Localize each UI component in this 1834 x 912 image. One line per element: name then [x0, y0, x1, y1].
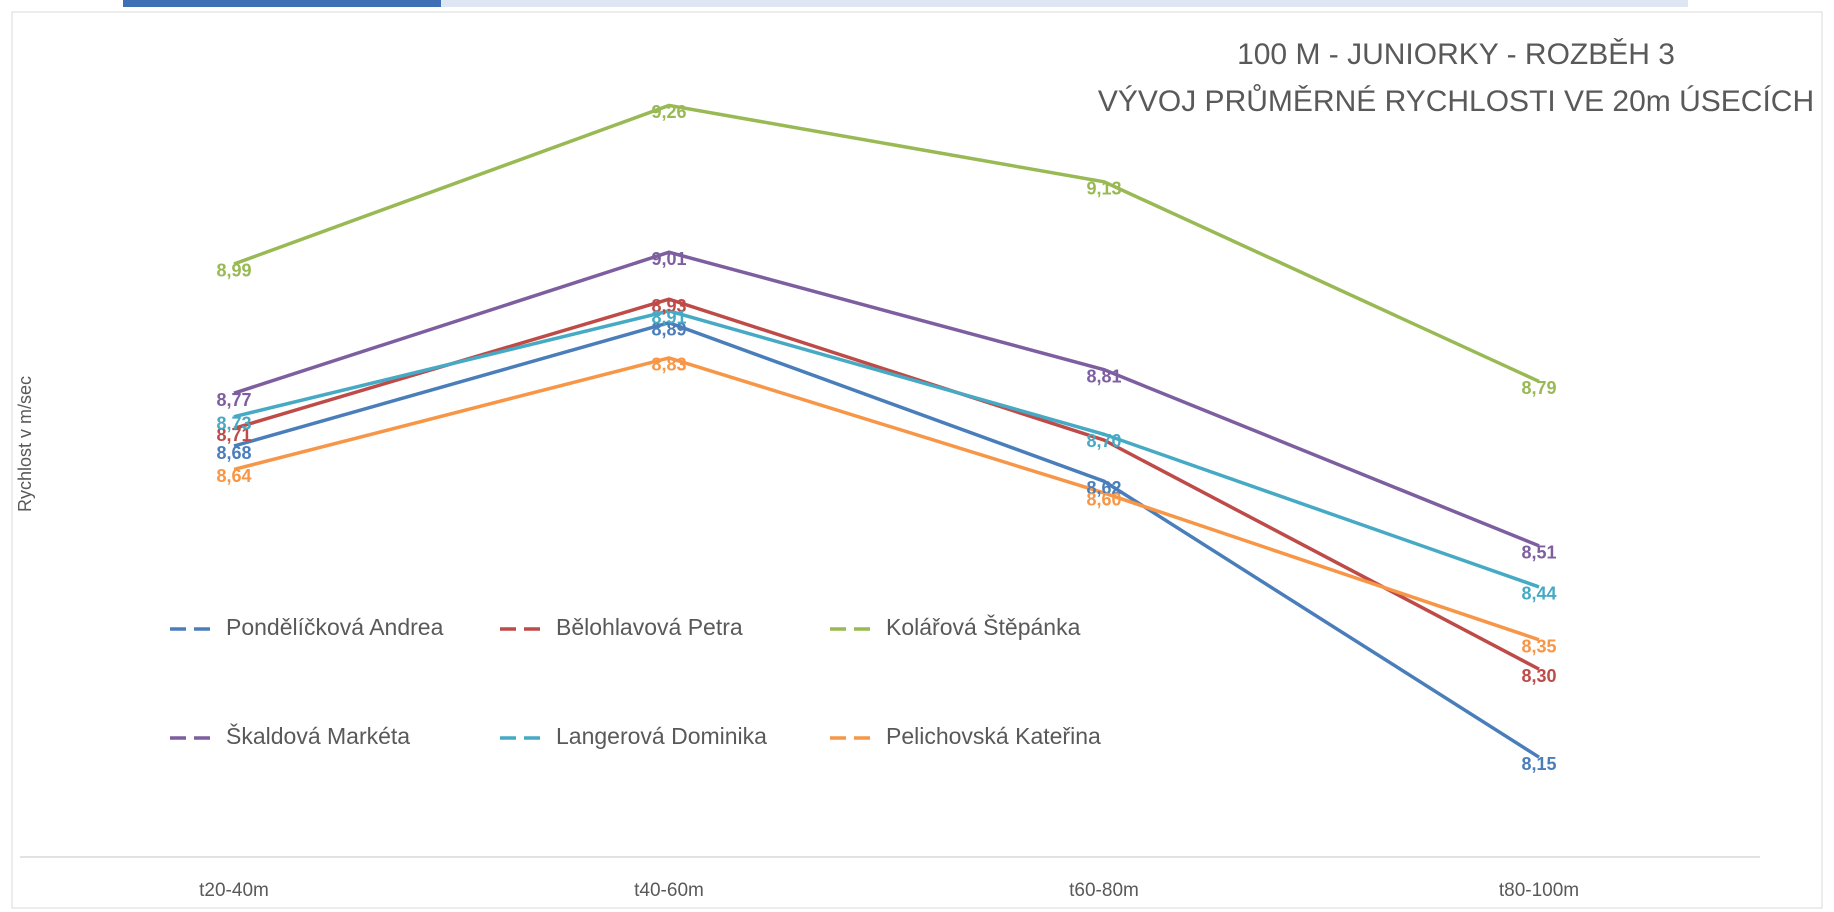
y-axis-label: Rychlost v m/sec — [15, 376, 35, 512]
x-tick-label: t60-80m — [1069, 880, 1139, 901]
data-label: 8,81 — [1086, 366, 1121, 386]
x-tick-label: t80-100m — [1499, 880, 1579, 901]
chart-border — [11, 11, 1823, 909]
data-label: 8,44 — [1521, 584, 1556, 604]
series-line — [233, 320, 1540, 759]
legend-label: Bělohlavová Petra — [556, 614, 743, 640]
data-label: 8,62 — [1086, 478, 1121, 498]
data-label: 8,93 — [651, 296, 686, 316]
data-label: 8,51 — [1521, 543, 1556, 563]
data-label: 8,83 — [651, 355, 686, 375]
data-label: 8,68 — [216, 443, 251, 463]
series-line — [233, 356, 1540, 642]
series-line — [233, 250, 1540, 548]
data-label: 8,60 — [1086, 490, 1121, 510]
cell — [441, 0, 1688, 7]
series-line — [233, 103, 1540, 384]
data-label: 9,26 — [651, 102, 686, 122]
data-label: 8,77 — [216, 390, 251, 410]
data-label: 9,13 — [1086, 179, 1121, 199]
data-label: 8,99 — [216, 261, 251, 281]
cell — [123, 0, 441, 7]
sheet-strip — [123, 0, 1688, 7]
x-tick-label: t40-60m — [634, 880, 704, 901]
chart-title: 100 M - JUNIORKY - ROZBĚH 3 — [1237, 38, 1675, 71]
legend-label: Kolářová Štěpánka — [886, 613, 1081, 640]
legend-label: Škaldová Markéta — [226, 722, 410, 749]
data-label: 8,15 — [1521, 754, 1556, 774]
data-label: 8,91 — [651, 308, 686, 328]
data-label: 8,79 — [1521, 378, 1556, 398]
data-label: 8,64 — [216, 466, 251, 486]
x-tick-label: t20-40m — [199, 880, 269, 901]
data-label: 8,70 — [1086, 431, 1121, 451]
data-label: 8,35 — [1521, 637, 1556, 657]
data-label: 8,73 — [216, 413, 251, 433]
data-label: 9,01 — [651, 249, 686, 269]
series-line — [233, 309, 1540, 589]
legend-label: Langerová Dominika — [556, 723, 767, 749]
chart-title: VÝVOJ PRŮMĚRNÉ RYCHLOSTI VE 20m ÚSECÍCH — [1098, 84, 1814, 118]
data-label: 8,89 — [651, 319, 686, 339]
legend-label: Pelichovská Kateřina — [886, 723, 1101, 749]
data-label: 8,71 — [216, 425, 251, 445]
data-label: 8,30 — [1521, 666, 1556, 686]
legend-label: Pondělíčková Andrea — [226, 614, 444, 640]
